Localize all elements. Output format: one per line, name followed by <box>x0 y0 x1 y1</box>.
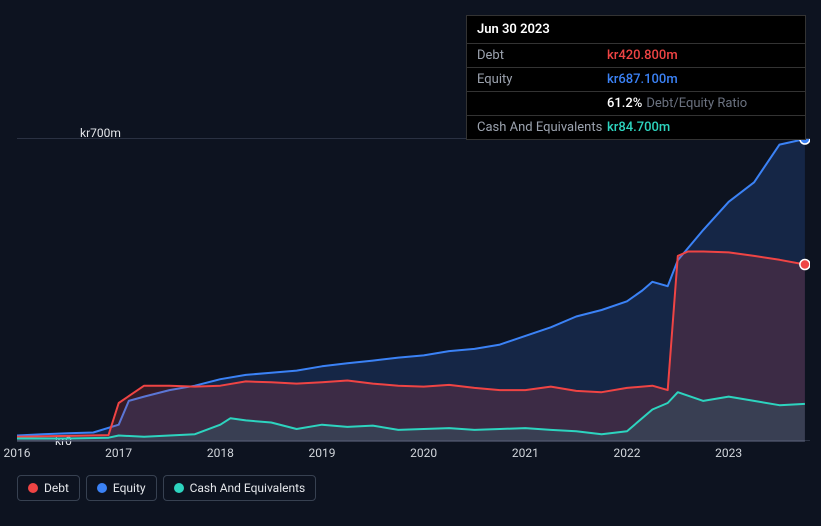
legend-item-cash-and-equivalents[interactable]: Cash And Equivalents <box>163 475 317 501</box>
tooltip-label <box>477 96 607 111</box>
x-tick: 2020 <box>410 446 437 460</box>
tooltip-extra: Debt/Equity Ratio <box>646 96 747 111</box>
legend-label: Cash And Equivalents <box>190 481 306 495</box>
legend-item-debt[interactable]: Debt <box>17 475 80 501</box>
legend-swatch-icon <box>174 483 184 493</box>
tooltip-label: Cash And Equivalents <box>477 120 607 135</box>
tooltip-label: Equity <box>477 72 607 87</box>
x-tick: 2021 <box>512 446 539 460</box>
tooltip-row: Cash And Equivalentskr84.700m <box>467 116 805 139</box>
plot-area[interactable] <box>17 138 810 441</box>
tooltip-date: Jun 30 2023 <box>467 16 805 44</box>
data-tooltip: Jun 30 2023 Debtkr420.800mEquitykr687.10… <box>466 15 806 140</box>
legend-label: Equity <box>113 481 146 495</box>
x-tick: 2016 <box>4 446 31 460</box>
x-tick: 2022 <box>614 446 641 460</box>
tooltip-label: Debt <box>477 48 607 63</box>
x-axis: 20162017201820192020202120222023 <box>17 446 810 462</box>
tooltip-value: kr687.100m <box>607 72 678 87</box>
marker-debt <box>800 260 810 270</box>
legend-label: Debt <box>44 481 69 495</box>
tooltip-value: 61.2% <box>607 96 642 111</box>
legend-swatch-icon <box>97 483 107 493</box>
tooltip-row: Equitykr687.100m <box>467 68 805 92</box>
legend: Debt Equity Cash And Equivalents <box>17 475 316 501</box>
tooltip-value: kr84.700m <box>607 120 670 135</box>
x-tick: 2017 <box>105 446 132 460</box>
legend-swatch-icon <box>28 483 38 493</box>
x-tick: 2018 <box>207 446 234 460</box>
chart-svg <box>17 139 810 442</box>
legend-item-equity[interactable]: Equity <box>86 475 157 501</box>
tooltip-value: kr420.800m <box>607 48 678 63</box>
x-tick: 2023 <box>715 446 742 460</box>
tooltip-row: 61.2% Debt/Equity Ratio <box>467 92 805 116</box>
history-chart: kr700m kr0 20162017201820192020202120222… <box>17 120 810 500</box>
x-tick: 2019 <box>309 446 336 460</box>
tooltip-row: Debtkr420.800m <box>467 44 805 68</box>
